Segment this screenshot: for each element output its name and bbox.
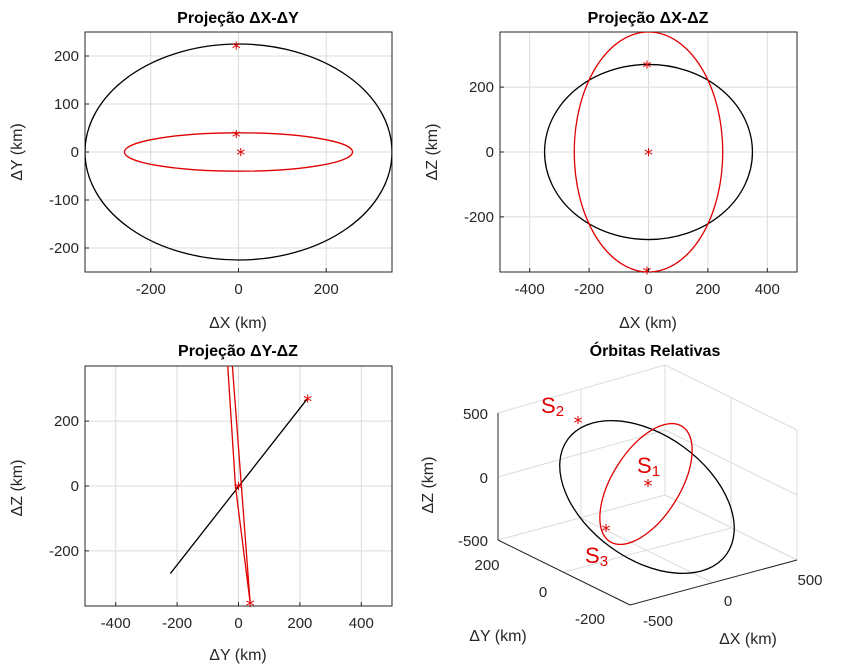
x-tick-label: 400 <box>755 281 780 298</box>
data-point-marker: * <box>232 38 241 59</box>
satellite-marker: * <box>644 476 653 497</box>
y-tick-label: -200 <box>464 209 494 226</box>
z-axis-label: ΔZ (km) <box>420 457 437 514</box>
y-axis-label: ΔZ (km) <box>424 124 441 181</box>
y-axis-label: ΔY (km) <box>469 628 527 645</box>
z-tick-label: -500 <box>458 533 488 550</box>
y-tick-label: 200 <box>469 79 494 96</box>
z-tick-label: 0 <box>480 470 488 487</box>
x-tick-label: -400 <box>101 615 131 632</box>
x-tick-label: 200 <box>695 281 720 298</box>
x-axis-label: ΔX (km) <box>209 315 267 332</box>
series-line <box>543 63 754 241</box>
panel-xy: Projeção ΔX-ΔY *** -200 0 2002001000-100-2… <box>9 10 393 332</box>
panel-3d: Órbitas Relativas <box>420 341 823 648</box>
series-line <box>169 398 309 574</box>
y-tick-label: 100 <box>54 96 79 113</box>
series-line <box>85 43 392 261</box>
y-tick-label: 200 <box>54 413 79 430</box>
y-tick-label: 0 <box>71 478 79 495</box>
x-tick-label: 0 <box>644 281 652 298</box>
data-point-marker: * <box>643 263 652 284</box>
y-tick-label: 200 <box>54 48 79 65</box>
orbit-black <box>559 419 735 575</box>
x-tick-label: -200 <box>136 281 166 298</box>
data-point-marker: * <box>303 391 312 412</box>
orbit-red <box>599 422 693 546</box>
satellite-marker: * <box>602 521 611 542</box>
data-point-marker: * <box>234 479 243 500</box>
x-tick-label: -500 <box>643 613 673 630</box>
data-point-marker: * <box>643 57 652 78</box>
series-line <box>123 132 354 172</box>
satellite-label-s2: S2 <box>541 393 564 420</box>
x-tick-label: -400 <box>515 281 545 298</box>
panel-yz: Projeção ΔY-ΔZ * * * -400 -200 0 200 400 200 0 -2… <box>9 343 393 664</box>
y-tick-label: 0 <box>539 584 547 601</box>
chart-title: Projeção ΔY-ΔZ <box>178 343 298 360</box>
x-tick-label: 0 <box>234 615 242 632</box>
y-tick-label: 200 <box>474 557 499 574</box>
satellite-label-s1: S1 <box>637 453 660 480</box>
x-axis-label: ΔX (km) <box>719 631 777 648</box>
x-axis-label: ΔX (km) <box>619 315 677 332</box>
panel-xz: Projeção ΔX-ΔZ * * * -400 -200 0 200 400 200 0 -2… <box>424 10 798 332</box>
series-line <box>227 366 251 603</box>
chart-title: Projeção ΔX-ΔY <box>177 10 299 27</box>
x-tick-label: 200 <box>314 281 339 298</box>
x-axis-label: ΔY (km) <box>209 647 267 664</box>
chart-title: Projeção ΔX-ΔZ <box>588 10 709 27</box>
3d-axes <box>497 413 798 606</box>
y-tick-label: -200 <box>575 611 605 628</box>
x-tick-label: 500 <box>797 572 822 589</box>
data-point-marker: * <box>644 145 653 166</box>
svg-text:*: * <box>644 476 653 497</box>
data-point-marker: * <box>246 596 255 617</box>
y-tick-label: 0 <box>486 144 494 161</box>
x-tick-label: -200 <box>162 615 192 632</box>
x-tick-label: 0 <box>234 281 242 298</box>
z-tick-label: 500 <box>463 406 488 423</box>
data-point-marker: * <box>232 127 241 148</box>
y-tick-label: -200 <box>49 240 79 257</box>
x-tick-label: 200 <box>287 615 312 632</box>
y-tick-label: -100 <box>49 192 79 209</box>
chart-title: Órbitas Relativas <box>590 341 721 360</box>
svg-text:*: * <box>602 521 611 542</box>
data-point-marker: * <box>236 145 245 166</box>
y-tick-label: 0 <box>71 144 79 161</box>
y-axis-label: ΔZ (km) <box>9 460 26 517</box>
series-line <box>573 32 724 272</box>
y-axis-label: ΔY (km) <box>9 123 26 181</box>
x-tick-label: 0 <box>724 593 732 610</box>
y-tick-label: -200 <box>49 543 79 560</box>
satellite-marker: * <box>574 413 583 434</box>
satellite-label-s3: S3 <box>585 543 608 570</box>
svg-text:*: * <box>574 413 583 434</box>
x-tick-label: 400 <box>349 615 374 632</box>
x-tick-label: -200 <box>574 281 604 298</box>
